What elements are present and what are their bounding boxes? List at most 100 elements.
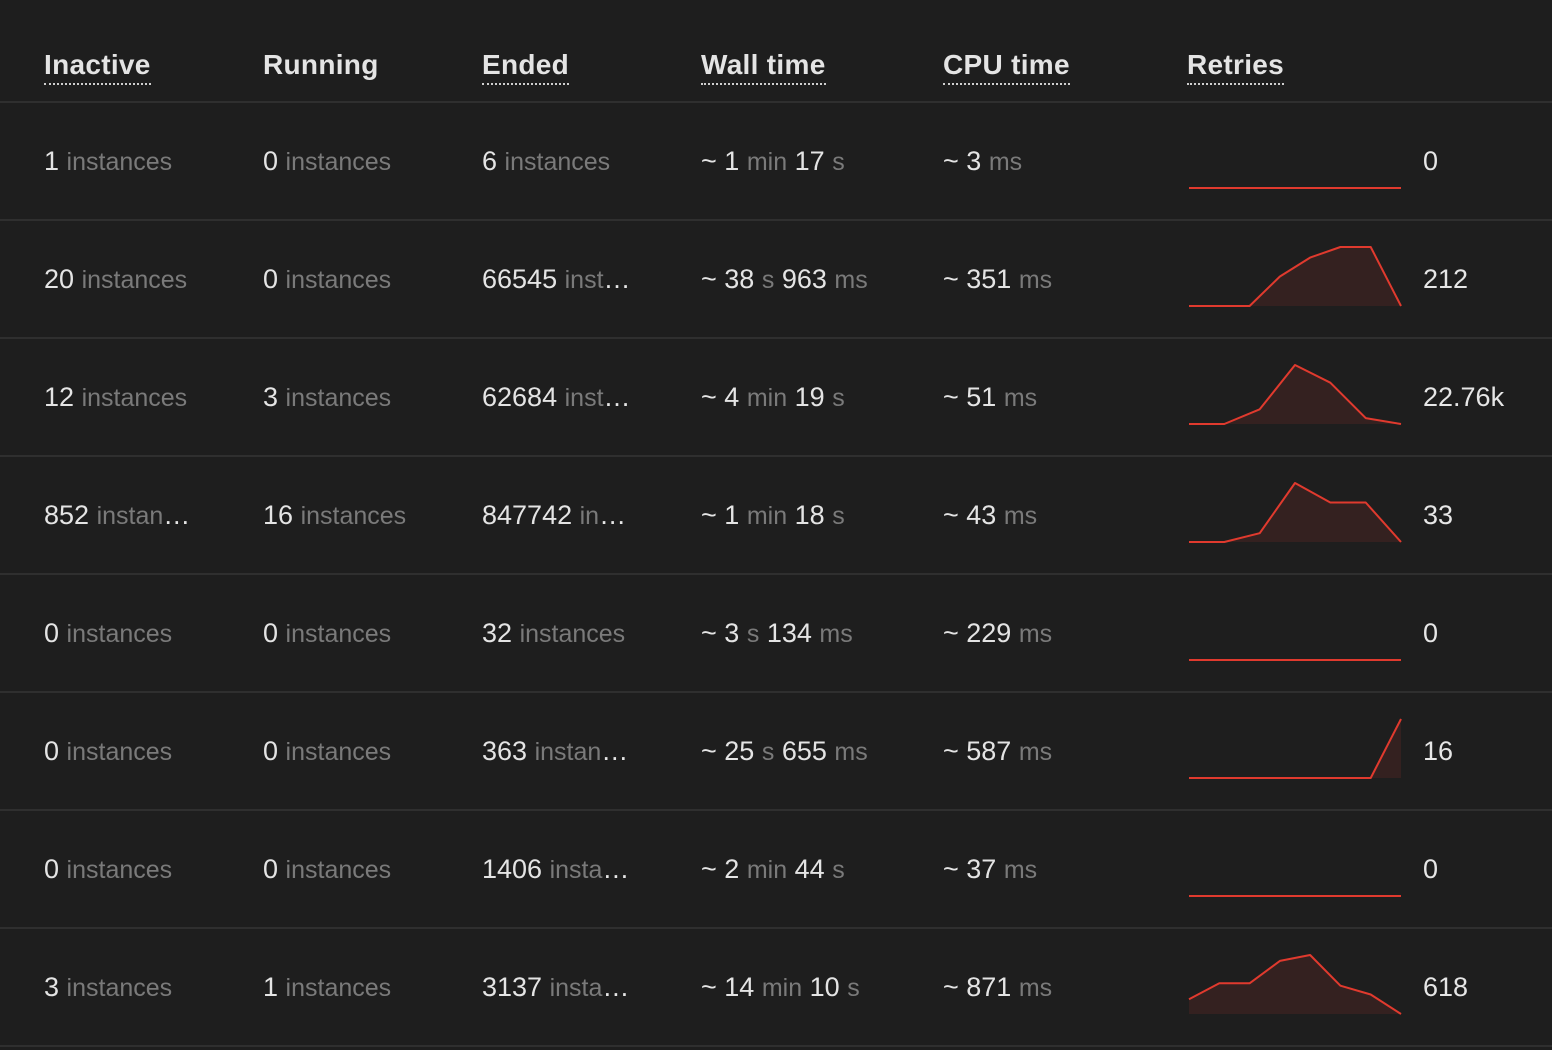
retries-sparkline [1189,659,1401,661]
wall-time-cell: ~ 1 min 17 s [701,103,931,219]
wall-time-value: 10 [809,972,840,1002]
sparkline-line [1189,246,1402,307]
retries-count: 22.76k [1423,382,1505,412]
inactive-cell: 0 instances [44,693,194,809]
retries-sparkline [1189,187,1401,189]
running-unit: instances [285,266,392,294]
retries-sparkline [1188,954,1402,1015]
running-count: 1 [263,972,279,1002]
cpu-time-cell: ~ 351 ms [943,221,1163,337]
ended-unit: instances [519,620,626,648]
ended-count: 363 [482,736,528,766]
running-unit: instances [285,384,392,412]
wall-time-value: 19 [794,382,825,412]
header-ended[interactable]: Ended [482,48,570,85]
ended-count: 3137 [482,972,543,1002]
cpu-time-cell: ~ 43 ms [943,457,1163,573]
table-row[interactable]: 1 instances 0 instances 6 instances ~ 1 min… [0,103,1552,221]
wall-time-value: ~ 1 [701,500,740,530]
ended-cell: 66545 instances [482,221,632,337]
inactive-count: 3 [44,972,60,1002]
running-cell: 16 instances [263,457,413,573]
wall-time-value: 17 [794,146,825,176]
ended-count: 66545 [482,264,558,294]
cpu-time-unit: ms [1018,974,1053,1002]
wall-time-value: ~ 3 [701,618,740,648]
retries-sparkline [1189,718,1402,779]
table-row[interactable]: 3 instances 1 instances 3137 instances ~ 14… [0,929,1552,1047]
running-unit: instances [285,738,392,766]
running-count: 16 [263,500,294,530]
wall-time-cell: ~ 2 min 44 s [701,811,931,927]
inactive-unit: instances [66,148,173,176]
cpu-time-value: ~ 871 [943,972,1012,1002]
inactive-unit: instances [66,738,173,766]
running-unit: instances [285,620,392,648]
header-wall-time[interactable]: Wall time [701,48,826,85]
cpu-time-value: ~ 351 [943,264,1012,294]
wall-time-value: ~ 1 [701,146,740,176]
running-unit: instances [300,502,407,530]
running-count: 0 [263,854,279,884]
inactive-unit: instances [66,974,173,1002]
retries-count: 212 [1423,264,1469,294]
cpu-time-value: ~ 229 [943,618,1012,648]
inactive-cell: 3 instances [44,929,194,1045]
inactive-count: 0 [44,736,60,766]
ended-cell: 847742 instances [482,457,632,573]
sparkline-area [1189,719,1401,778]
cpu-time-cell: ~ 587 ms [943,693,1163,809]
inactive-unit: instances [66,856,173,884]
cpu-time-unit: ms [1003,384,1038,412]
running-cell: 0 instances [263,575,413,691]
inactive-count: 852 [44,500,90,530]
running-count: 0 [263,264,279,294]
inactive-count: 0 [44,854,60,884]
cpu-time-value: ~ 3 [943,146,982,176]
running-count: 0 [263,618,279,648]
cpu-time-unit: ms [1018,266,1053,294]
ended-count: 1406 [482,854,543,884]
sparkline-line [1189,482,1402,543]
running-unit: instances [285,148,392,176]
header-retries[interactable]: Retries [1187,48,1285,85]
wall-time-unit: ms [819,620,853,648]
table-row[interactable]: 0 instances 0 instances 363 instances ~ 25 … [0,693,1552,811]
ended-count: 32 [482,618,513,648]
wall-time-value: ~ 14 [701,972,755,1002]
wall-time-value: ~ 38 [701,264,755,294]
wall-time-cell: ~ 38 s 963 ms [701,221,931,337]
wall-time-value: 44 [794,854,825,884]
ended-count: 62684 [482,382,558,412]
ended-unit: instances [504,148,611,176]
wall-time-unit: min [746,148,788,176]
inactive-cell: 852 instances [44,457,194,573]
wall-time-value: ~ 25 [701,736,755,766]
wall-time-unit: s [746,620,760,648]
wall-time-cell: ~ 1 min 18 s [701,457,931,573]
retries-count: 0 [1423,146,1439,176]
wall-time-unit: ms [834,738,868,766]
sparkline-area [1189,247,1401,306]
ended-count: 847742 [482,500,573,530]
wall-time-unit: min [746,384,788,412]
sparkline-area [1189,483,1401,542]
cpu-time-value: ~ 587 [943,736,1012,766]
cpu-time-unit: ms [1018,738,1053,766]
retries-count: 0 [1423,854,1439,884]
running-cell: 1 instances [263,929,413,1045]
ended-cell: 1406 instances [482,811,632,927]
inactive-cell: 0 instances [44,811,194,927]
header-cpu-time[interactable]: CPU time [943,48,1070,85]
sparkline-line [1188,954,1402,1015]
header-inactive[interactable]: Inactive [44,48,151,85]
running-count: 0 [263,736,279,766]
inactive-unit: instances [81,384,188,412]
cpu-time-unit: ms [1003,856,1038,884]
inactive-cell: 0 instances [44,575,194,691]
table-row[interactable]: 0 instances 0 instances 32 instances ~ 3 s … [0,575,1552,693]
